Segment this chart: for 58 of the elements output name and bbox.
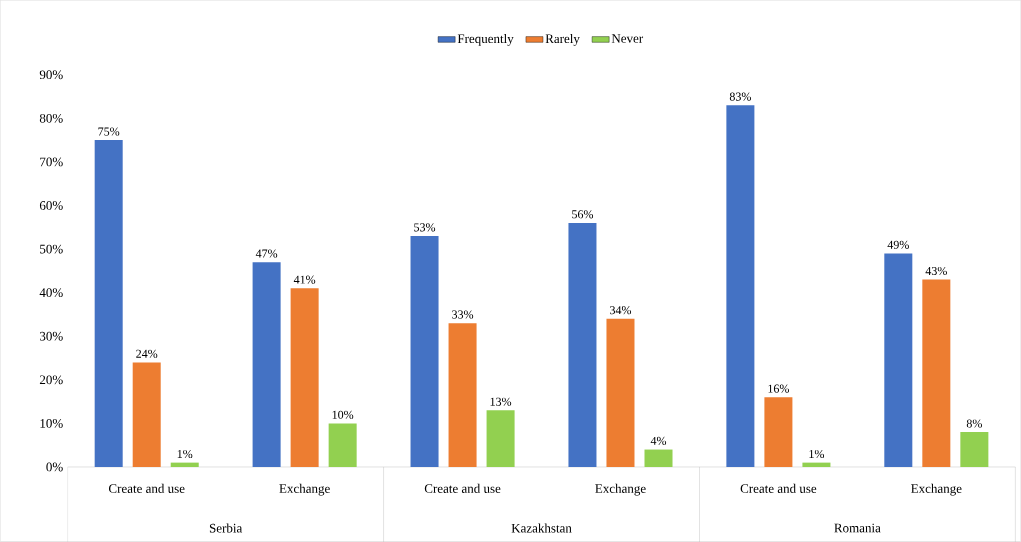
data-label: 24% (136, 349, 158, 358)
legend-label: Never (611, 34, 644, 43)
bar (726, 105, 755, 467)
bar (884, 253, 913, 467)
data-label: 41% (293, 275, 316, 284)
data-label: 33% (452, 310, 474, 319)
bar (328, 423, 357, 467)
bar (606, 318, 635, 467)
x-tick-label: Exchange (911, 483, 962, 496)
bar (94, 140, 123, 467)
y-tick-label: 80% (39, 113, 63, 123)
bar (170, 462, 199, 467)
data-label: 43% (925, 266, 947, 275)
y-tick-label: 10% (40, 418, 63, 428)
bar (448, 323, 477, 467)
bar (486, 410, 515, 467)
bar (802, 462, 831, 467)
data-label: 16% (768, 384, 789, 393)
y-tick-label: 90% (39, 70, 63, 80)
data-label: 53% (414, 223, 436, 232)
legend-label: Rarely (545, 33, 580, 46)
data-label: 34% (610, 306, 632, 315)
data-label: 75% (98, 127, 120, 136)
y-tick-label: 60% (39, 200, 63, 210)
data-label: 1% (177, 449, 193, 458)
data-label: 8% (966, 419, 982, 428)
data-label: 1% (809, 449, 825, 458)
bar (764, 397, 793, 467)
text: Kazakhstan (511, 523, 572, 533)
data-label: 47% (255, 249, 278, 258)
x-tick-label: Create and use (740, 483, 817, 493)
bar (410, 235, 439, 467)
data-label: 83% (729, 92, 751, 101)
legend-label: Frequently (457, 33, 514, 46)
bar (644, 449, 673, 467)
bar (960, 432, 989, 467)
text: Serbia (209, 523, 243, 533)
y-tick-label: 40% (39, 288, 63, 297)
data-label: 13% (490, 397, 512, 406)
y-tick-label: 0% (46, 462, 63, 472)
x-tick-label: Create and use (108, 483, 185, 493)
y-tick-label: 50% (40, 244, 63, 254)
y-tick-label: 20% (39, 375, 63, 385)
x-tick-label: Exchange (595, 483, 646, 496)
data-label: 10% (332, 410, 354, 419)
y-tick-label: 70% (40, 157, 63, 167)
text: Romania (834, 523, 881, 533)
bar (568, 222, 597, 467)
x-tick-label: Exchange (279, 483, 330, 496)
bar (132, 362, 161, 467)
data-label: 49% (887, 240, 909, 249)
bar (290, 288, 319, 467)
bar (922, 279, 951, 467)
bar (252, 262, 281, 467)
data-label: 4% (650, 436, 667, 445)
y-tick-label: 30% (39, 331, 63, 341)
x-tick-label: Create and use (424, 483, 501, 493)
data-label: 56% (572, 210, 594, 219)
